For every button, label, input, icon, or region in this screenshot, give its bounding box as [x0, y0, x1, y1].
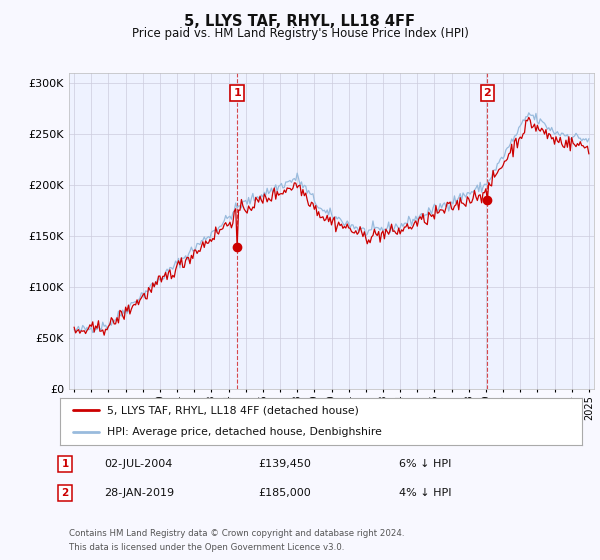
Text: 1: 1 [62, 459, 69, 469]
Text: 6% ↓ HPI: 6% ↓ HPI [400, 459, 452, 469]
Text: 2: 2 [62, 488, 69, 498]
Text: 4% ↓ HPI: 4% ↓ HPI [400, 488, 452, 498]
Text: HPI: Average price, detached house, Denbighshire: HPI: Average price, detached house, Denb… [107, 427, 382, 437]
Text: £185,000: £185,000 [259, 488, 311, 498]
Text: 1: 1 [233, 88, 241, 98]
Text: 5, LLYS TAF, RHYL, LL18 4FF: 5, LLYS TAF, RHYL, LL18 4FF [185, 14, 415, 29]
Text: 02-JUL-2004: 02-JUL-2004 [104, 459, 173, 469]
Text: 28-JAN-2019: 28-JAN-2019 [104, 488, 175, 498]
Text: This data is licensed under the Open Government Licence v3.0.: This data is licensed under the Open Gov… [69, 543, 344, 552]
Text: Contains HM Land Registry data © Crown copyright and database right 2024.: Contains HM Land Registry data © Crown c… [69, 529, 404, 538]
Text: 5, LLYS TAF, RHYL, LL18 4FF (detached house): 5, LLYS TAF, RHYL, LL18 4FF (detached ho… [107, 405, 359, 416]
Text: 2: 2 [484, 88, 491, 98]
Text: £139,450: £139,450 [259, 459, 311, 469]
Text: Price paid vs. HM Land Registry's House Price Index (HPI): Price paid vs. HM Land Registry's House … [131, 27, 469, 40]
